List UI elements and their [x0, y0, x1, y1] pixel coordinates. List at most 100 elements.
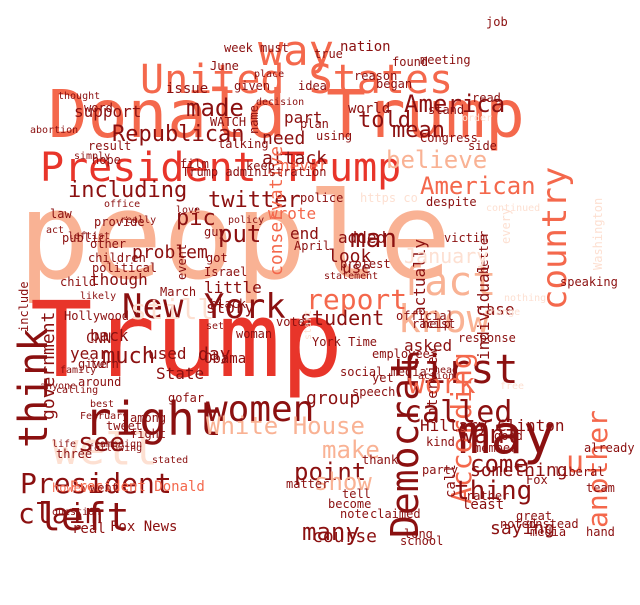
- cloud-word: use: [342, 258, 371, 277]
- cloud-word: began: [376, 77, 413, 91]
- cloud-word: part: [284, 108, 323, 127]
- cloud-word: despite: [426, 195, 477, 209]
- cloud-word: response: [458, 331, 516, 345]
- cloud-word: claim: [18, 497, 103, 530]
- cloud-word: reason: [354, 69, 398, 83]
- cloud-word: Congress: [420, 131, 478, 145]
- cloud-word: least: [462, 497, 505, 513]
- cloud-word: kind: [426, 435, 455, 449]
- cloud-word: Fox: [526, 473, 548, 487]
- cloud-word: Republican: [112, 122, 245, 147]
- cloud-word: women: [206, 389, 315, 430]
- cloud-word: well: [52, 424, 158, 475]
- cloud-word: campaign: [94, 439, 143, 450]
- cloud-word: called: [404, 395, 513, 430]
- cloud-word: head: [434, 365, 459, 376]
- cloud-word: issue: [166, 81, 209, 97]
- cloud-word: change: [484, 307, 521, 318]
- cloud-word: CNN: [86, 331, 112, 347]
- cloud-word: statement: [324, 271, 379, 282]
- cloud-word: government: [38, 311, 59, 420]
- cloud-word: President Trump: [40, 145, 402, 191]
- cloud-word: really: [120, 215, 157, 226]
- cloud-word: pic: [176, 206, 216, 231]
- cloud-word: leftist: [68, 231, 111, 242]
- cloud-word: speaking: [560, 275, 618, 289]
- cloud-word: little: [204, 278, 262, 297]
- cloud-word: come: [470, 450, 528, 478]
- cloud-word: New York: [122, 287, 286, 327]
- cloud-word: make: [322, 436, 380, 464]
- cloud-word: want: [458, 420, 521, 450]
- cloud-word: life: [52, 439, 77, 450]
- cloud-word: policy: [228, 215, 265, 226]
- cloud-word: support: [74, 102, 142, 121]
- cloud-word: thought: [58, 91, 101, 102]
- cloud-word: love: [176, 205, 201, 216]
- cloud-word: United States: [140, 57, 454, 103]
- cloud-word: action: [418, 371, 455, 382]
- cloud-word: instead: [528, 517, 579, 531]
- cloud-word: problem: [132, 242, 208, 263]
- cloud-word: tell: [342, 487, 371, 501]
- cloud-word: result: [88, 139, 132, 153]
- cloud-word: keep: [246, 159, 275, 173]
- cloud-word: must: [260, 41, 289, 55]
- cloud-word: note: [340, 507, 369, 521]
- cloud-word: real: [72, 521, 106, 537]
- cloud-word: police: [300, 191, 344, 205]
- cloud-word: found: [392, 55, 429, 69]
- cloud-word: Donald Trump: [48, 76, 525, 153]
- cloud-word: official: [396, 309, 454, 323]
- cloud-word: good: [494, 429, 523, 443]
- cloud-word: act: [46, 225, 65, 236]
- cloud-word: gofar: [168, 391, 205, 405]
- cloud-word: vote: [276, 315, 305, 329]
- cloud-word: April: [294, 239, 331, 253]
- cloud-word: attack: [262, 148, 328, 169]
- cloud-word: place: [254, 69, 285, 80]
- cloud-word: team: [586, 481, 615, 495]
- cloud-word: given: [234, 79, 271, 93]
- cloud-word: following: [88, 443, 143, 454]
- cloud-word: talking: [218, 137, 269, 151]
- cloud-word: used: [148, 344, 187, 363]
- cloud-word: show: [314, 468, 372, 496]
- cloud-word: February: [80, 411, 129, 422]
- cloud-word: tweet: [106, 419, 143, 433]
- cloud-word: hope: [92, 153, 121, 167]
- cloud-word: decision: [256, 97, 305, 108]
- cloud-word: child: [60, 275, 97, 289]
- cloud-word: mean: [392, 118, 445, 143]
- cloud-word: give: [78, 357, 107, 371]
- cloud-word: got: [206, 251, 228, 265]
- cloud-word: wrote: [268, 204, 317, 223]
- cloud-word: something: [470, 460, 568, 481]
- cloud-word: need: [262, 128, 306, 149]
- cloud-word: added: [338, 228, 387, 247]
- cloud-word: Trump administration: [182, 165, 327, 179]
- cloud-word: left: [38, 495, 130, 539]
- cloud-word: help: [422, 317, 451, 331]
- cloud-word: Washington: [591, 197, 605, 270]
- cloud-word: calling: [56, 385, 99, 396]
- cloud-word: woman: [236, 327, 273, 341]
- cloud-word: provide: [94, 215, 145, 229]
- cloud-word: simply: [74, 151, 111, 162]
- cloud-word: claimed: [370, 507, 421, 521]
- cloud-word: thing: [454, 476, 533, 506]
- cloud-word: media: [530, 525, 567, 539]
- cloud-word: man: [350, 224, 397, 254]
- cloud-word: twitter: [208, 188, 301, 213]
- cloud-word: name: [247, 105, 261, 134]
- cloud-word: Obama: [204, 351, 247, 367]
- cloud-word: likely: [80, 291, 117, 302]
- cloud-word: stand: [428, 103, 465, 117]
- cloud-word: meeting: [420, 53, 471, 67]
- cloud-word: group: [306, 388, 361, 409]
- cloud-word: world: [348, 101, 391, 117]
- cloud-word: around: [78, 375, 122, 389]
- cloud-word: day: [198, 344, 231, 365]
- cloud-word: free: [500, 381, 525, 392]
